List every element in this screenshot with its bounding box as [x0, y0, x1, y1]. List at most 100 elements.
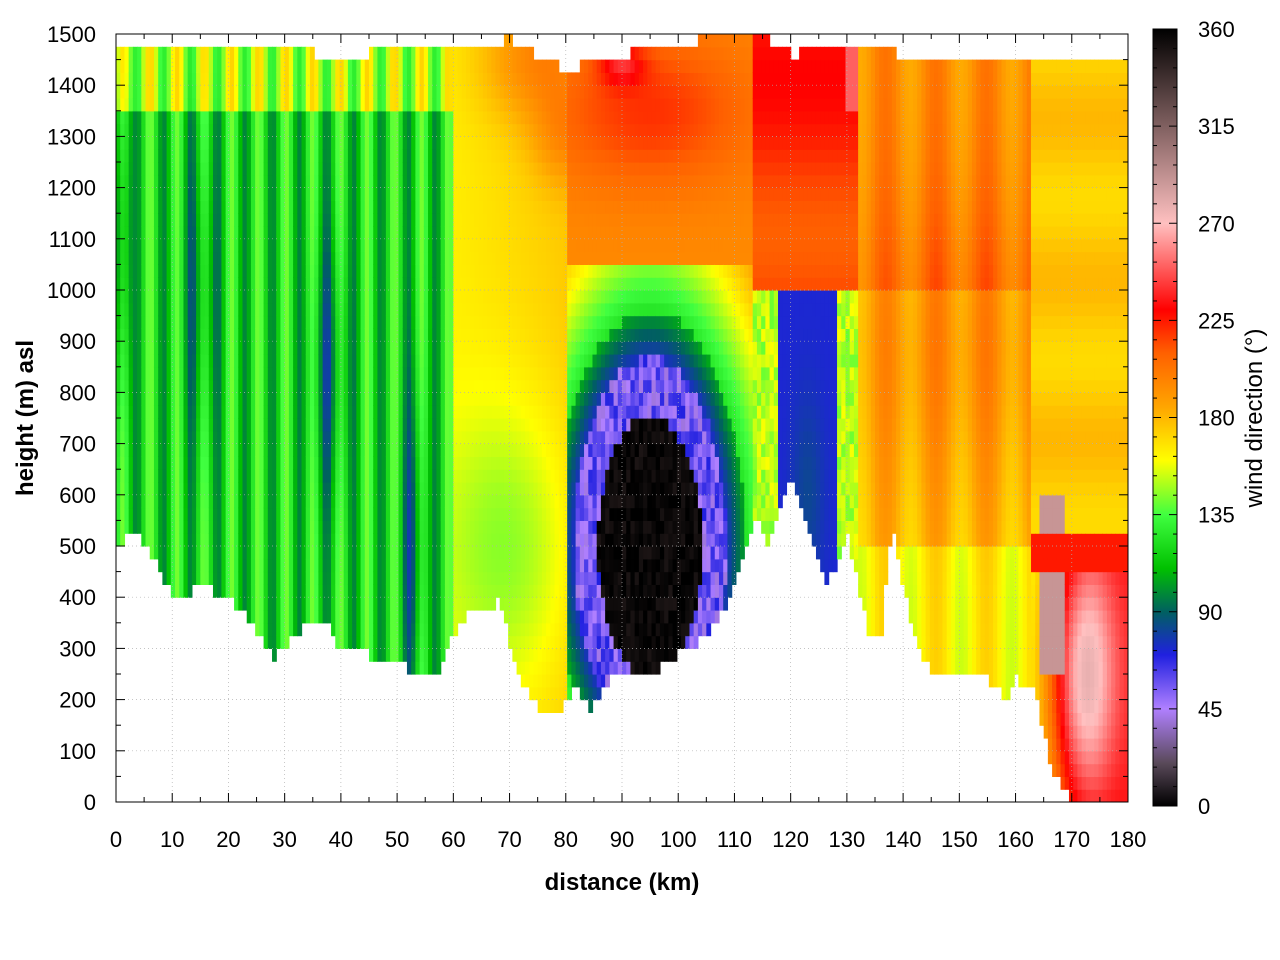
heatmap-cell: [385, 379, 391, 393]
heatmap-cell: [280, 123, 286, 137]
heatmap-cell: [406, 469, 412, 483]
heatmap-cell: [162, 443, 168, 457]
heatmap-cell: [255, 571, 260, 585]
heatmap-cell: [457, 136, 463, 150]
heatmap-cell: [343, 520, 349, 534]
heatmap-cell: [436, 238, 442, 253]
heatmap-cell: [225, 290, 231, 304]
heatmap-cell: [415, 174, 421, 189]
heatmap-cell: [137, 392, 142, 406]
heatmap-cell: [558, 610, 564, 624]
heatmap-cell: [318, 328, 324, 342]
heatmap-cell: [440, 443, 446, 457]
heatmap-cell: [575, 251, 581, 265]
heatmap-cell: [512, 277, 518, 291]
heatmap-cell: [432, 443, 438, 457]
heatmap-cell: [499, 558, 505, 573]
heatmap-cell: [238, 366, 244, 381]
heatmap-cell: [478, 85, 484, 99]
heatmap-cell: [255, 277, 260, 291]
heatmap-cell: [541, 59, 547, 73]
heatmap-cell: [444, 456, 450, 470]
heatmap-cell: [449, 558, 454, 573]
heatmap-cell: [419, 366, 425, 381]
heatmap-cell: [276, 469, 282, 483]
heatmap-cell: [373, 213, 379, 227]
heatmap-cell: [280, 98, 286, 112]
heatmap-cell: [478, 443, 484, 457]
heatmap-cell: [465, 354, 471, 368]
heatmap-cell: [537, 123, 543, 137]
heatmap-cell: [326, 251, 332, 265]
heatmap-cell: [453, 213, 459, 227]
heatmap-cell: [335, 98, 341, 112]
heatmap-cell: [377, 264, 383, 278]
heatmap-cell: [423, 59, 429, 73]
heatmap-cell: [482, 149, 488, 163]
heatmap-cell: [406, 622, 412, 637]
heatmap-cell: [339, 251, 345, 265]
heatmap-cell: [457, 123, 463, 137]
heatmap-cell: [145, 315, 151, 329]
heatmap-cell: [120, 354, 126, 368]
heatmap-cell: [208, 379, 214, 393]
heatmap-cell: [541, 392, 547, 406]
heatmap-cell: [272, 200, 277, 214]
heatmap-cell: [461, 430, 467, 445]
heatmap-cell: [385, 571, 391, 585]
heatmap-cell: [571, 98, 577, 112]
heatmap-cell: [377, 302, 383, 317]
heatmap-cell: [449, 533, 454, 547]
heatmap-cell: [575, 174, 581, 189]
heatmap-cell: [272, 443, 277, 457]
heatmap-cell: [406, 290, 412, 304]
heatmap-cell: [436, 162, 442, 176]
heatmap-cell: [423, 418, 429, 432]
heatmap-cell: [259, 405, 265, 419]
heatmap-cell: [360, 277, 366, 291]
heatmap-cell: [309, 110, 315, 125]
heatmap-cell: [520, 584, 526, 598]
heatmap-cell: [238, 584, 244, 598]
heatmap-cell: [428, 72, 433, 86]
heatmap-cell: [352, 469, 357, 483]
heatmap-cell: [217, 187, 223, 201]
heatmap-cell: [369, 226, 374, 240]
heatmap-cell: [525, 366, 530, 381]
heatmap-cell: [305, 136, 311, 150]
heatmap-cell: [415, 392, 421, 406]
heatmap-cell: [297, 430, 303, 445]
heatmap-cell: [541, 187, 547, 201]
heatmap-cell: [520, 546, 526, 560]
heatmap-cell: [529, 648, 535, 662]
heatmap-cell: [516, 226, 522, 240]
heatmap-cell: [470, 366, 476, 381]
heatmap-cell: [297, 584, 303, 598]
heatmap-cell: [444, 366, 450, 381]
heatmap-cell: [390, 494, 395, 509]
heatmap-cell: [356, 149, 362, 163]
heatmap-cell: [305, 418, 311, 432]
heatmap-cell: [288, 162, 294, 176]
heatmap-cell: [520, 98, 526, 112]
heatmap-cell: [246, 418, 252, 432]
heatmap-cell: [406, 264, 412, 278]
heatmap-cell: [432, 123, 438, 137]
heatmap-cell: [550, 328, 556, 342]
heatmap-cell: [474, 571, 480, 585]
heatmap-cell: [356, 72, 362, 86]
heatmap-cell: [318, 174, 324, 189]
heatmap-cell: [141, 72, 147, 86]
heatmap-cell: [360, 59, 366, 73]
heatmap-cell: [326, 546, 332, 560]
heatmap-cell: [259, 430, 265, 445]
heatmap-cell: [280, 546, 286, 560]
heatmap-cell: [444, 187, 450, 201]
heatmap-cell: [204, 110, 210, 125]
heatmap-cell: [474, 174, 480, 189]
heatmap-cell: [436, 136, 442, 150]
heatmap-cell: [272, 533, 277, 547]
heatmap-cell: [293, 200, 298, 214]
heatmap-cell: [242, 520, 248, 534]
